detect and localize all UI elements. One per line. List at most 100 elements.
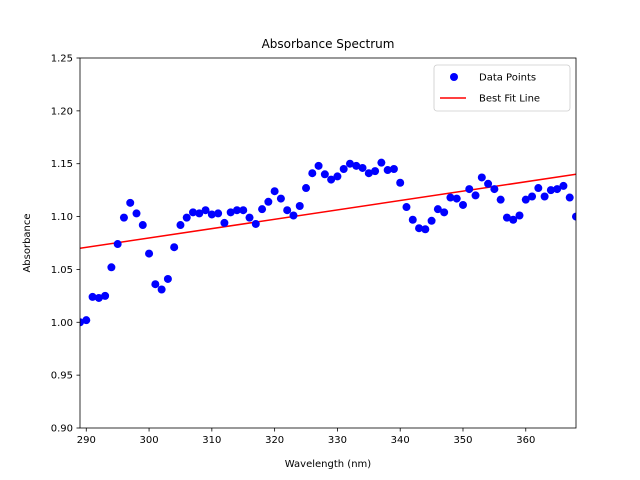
- x-tick-label: 360: [516, 435, 535, 446]
- data-point: [546, 186, 555, 195]
- y-tick-label: 1.05: [51, 265, 73, 276]
- data-point: [264, 197, 273, 206]
- data-point: [163, 274, 172, 283]
- data-point: [283, 206, 292, 215]
- data-point: [339, 165, 348, 173]
- data-point: [565, 193, 574, 202]
- data-point: [509, 215, 518, 224]
- data-point: [145, 249, 154, 258]
- data-point: [465, 185, 474, 194]
- data-point: [239, 206, 248, 215]
- data-point: [207, 210, 216, 219]
- chart-title: Absorbance Spectrum: [262, 37, 395, 51]
- data-point: [389, 165, 398, 173]
- data-point: [496, 195, 505, 204]
- x-tick-label: 320: [265, 435, 284, 446]
- x-axis: 290 300 310 320 330 340 350 360: [77, 428, 535, 446]
- data-point: [195, 209, 204, 218]
- data-point: [258, 205, 267, 214]
- x-tick-label: 310: [202, 435, 221, 446]
- data-point: [220, 218, 229, 227]
- data-point: [189, 208, 198, 217]
- data-point: [358, 163, 367, 172]
- data-point: [477, 173, 486, 182]
- data-point: [559, 181, 568, 190]
- data-point: [352, 161, 361, 170]
- data-point: [458, 200, 467, 209]
- data-point: [245, 213, 254, 222]
- legend-label: Best Fit Line: [479, 94, 540, 105]
- data-point: [119, 213, 128, 222]
- data-point: [276, 194, 285, 203]
- data-point: [484, 179, 493, 188]
- y-tick-label: 0.95: [51, 371, 73, 382]
- data-point: [396, 178, 405, 187]
- data-point: [302, 184, 311, 193]
- data-point: [157, 285, 166, 294]
- data-point: [314, 161, 323, 170]
- data-point: [540, 192, 549, 201]
- legend-box: [433, 64, 571, 112]
- data-point: [433, 205, 442, 214]
- data-point: [270, 187, 279, 196]
- data-point: [427, 216, 436, 225]
- plot-frame: [79, 57, 577, 429]
- data-point: [107, 263, 116, 272]
- x-tick-label: 330: [328, 435, 347, 446]
- data-point: [251, 219, 260, 228]
- data-point: [151, 280, 160, 289]
- data-point: [452, 194, 461, 203]
- y-axis: 0.90 0.95 1.00 1.05 1.10 1.15 1.20 1.25: [51, 54, 80, 435]
- data-point: [408, 215, 417, 224]
- data-point: [553, 185, 562, 194]
- data-point: [490, 185, 499, 194]
- y-tick-label: 1.00: [51, 318, 73, 329]
- x-tick-label: 300: [140, 435, 159, 446]
- data-point: [528, 192, 537, 201]
- data-point: [170, 243, 179, 252]
- data-point: [113, 240, 122, 249]
- data-point: [521, 195, 530, 204]
- data-point: [415, 224, 424, 233]
- plot-marks: [80, 158, 576, 327]
- data-point: [308, 169, 317, 178]
- y-tick-label: 1.20: [51, 106, 73, 117]
- data-point: [214, 209, 223, 218]
- data-point: [201, 206, 210, 215]
- data-point: [126, 198, 135, 207]
- data-point: [572, 212, 576, 221]
- data-point: [182, 213, 191, 222]
- y-tick-label: 0.90: [51, 424, 73, 435]
- y-axis-label: Absorbance: [22, 213, 33, 272]
- legend: Data Points Best Fit Line: [433, 64, 571, 112]
- data-point: [132, 209, 141, 218]
- data-point: [94, 293, 103, 302]
- data-point: [534, 184, 543, 193]
- data-point: [383, 166, 392, 175]
- data-point: [289, 211, 298, 220]
- data-point: [515, 211, 524, 220]
- data-point: [440, 208, 449, 217]
- y-tick-label: 1.15: [51, 159, 73, 170]
- data-point: [320, 170, 329, 179]
- data-point: [364, 169, 373, 178]
- data-point: [371, 167, 380, 176]
- legend-marker-data-points: [450, 73, 458, 81]
- x-axis-label: Wavelength (nm): [285, 459, 371, 470]
- legend-label: Data Points: [479, 73, 536, 84]
- x-tick-label: 290: [77, 435, 96, 446]
- data-point: [88, 292, 97, 301]
- data-point: [138, 221, 147, 230]
- data-point: [295, 202, 304, 210]
- data-point: [421, 225, 430, 234]
- plot-area: [79, 57, 577, 429]
- data-point: [471, 191, 480, 200]
- data-point: [232, 206, 241, 215]
- y-tick-label: 1.25: [51, 54, 73, 65]
- data-point: [327, 175, 336, 184]
- data-point: [377, 158, 386, 167]
- data-point: [101, 291, 110, 300]
- data-point: [502, 213, 511, 222]
- data-point: [446, 193, 455, 202]
